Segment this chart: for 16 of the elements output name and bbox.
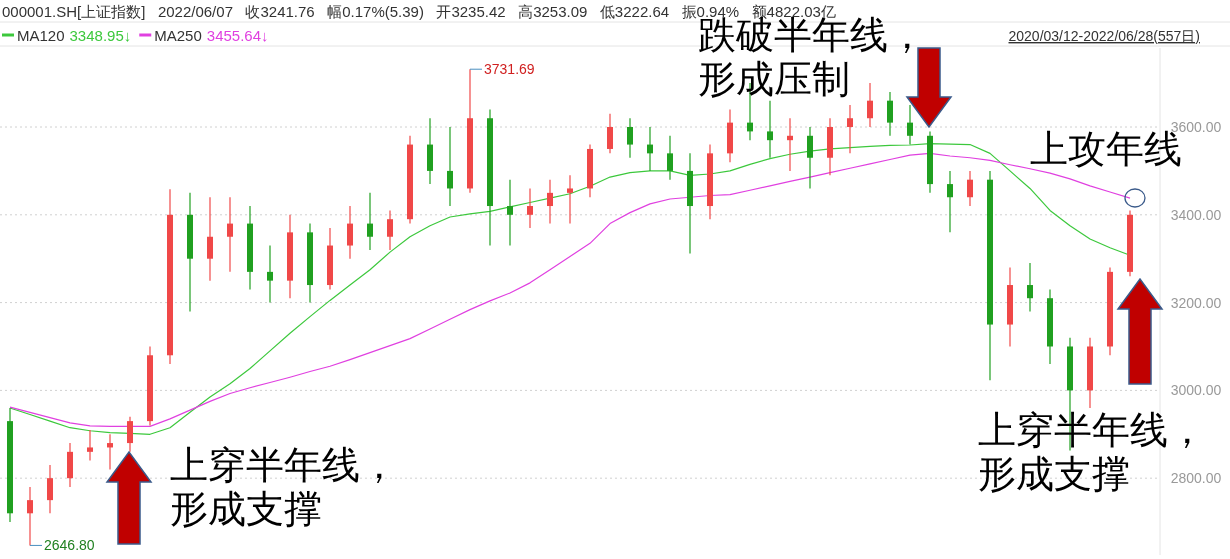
text: 3348.95↓ bbox=[69, 27, 132, 44]
legend-label: MA250 bbox=[154, 27, 202, 44]
annotation: 上穿半年线， bbox=[978, 409, 1206, 451]
y-tick-label: 3000.00 bbox=[1170, 382, 1222, 399]
annotation: 3731.69 bbox=[484, 61, 535, 78]
annotation: 上穿半年线， bbox=[170, 444, 398, 486]
text: 3455.64↓ bbox=[206, 27, 269, 44]
y-tick-label: 3400.00 bbox=[1170, 206, 1222, 223]
text: 2020/03/12-2022/06/28(557日) bbox=[1008, 28, 1200, 44]
y-tick-label: 3200.00 bbox=[1170, 294, 1222, 311]
annotation: 形成支撑 bbox=[170, 488, 322, 530]
y-tick-label: 2800.00 bbox=[1170, 470, 1222, 487]
annotation: 2646.80 bbox=[44, 537, 95, 554]
annotation: 形成支撑 bbox=[978, 453, 1130, 495]
legend-label: MA120 bbox=[17, 27, 65, 44]
annotation: 形成压制 bbox=[698, 58, 850, 100]
